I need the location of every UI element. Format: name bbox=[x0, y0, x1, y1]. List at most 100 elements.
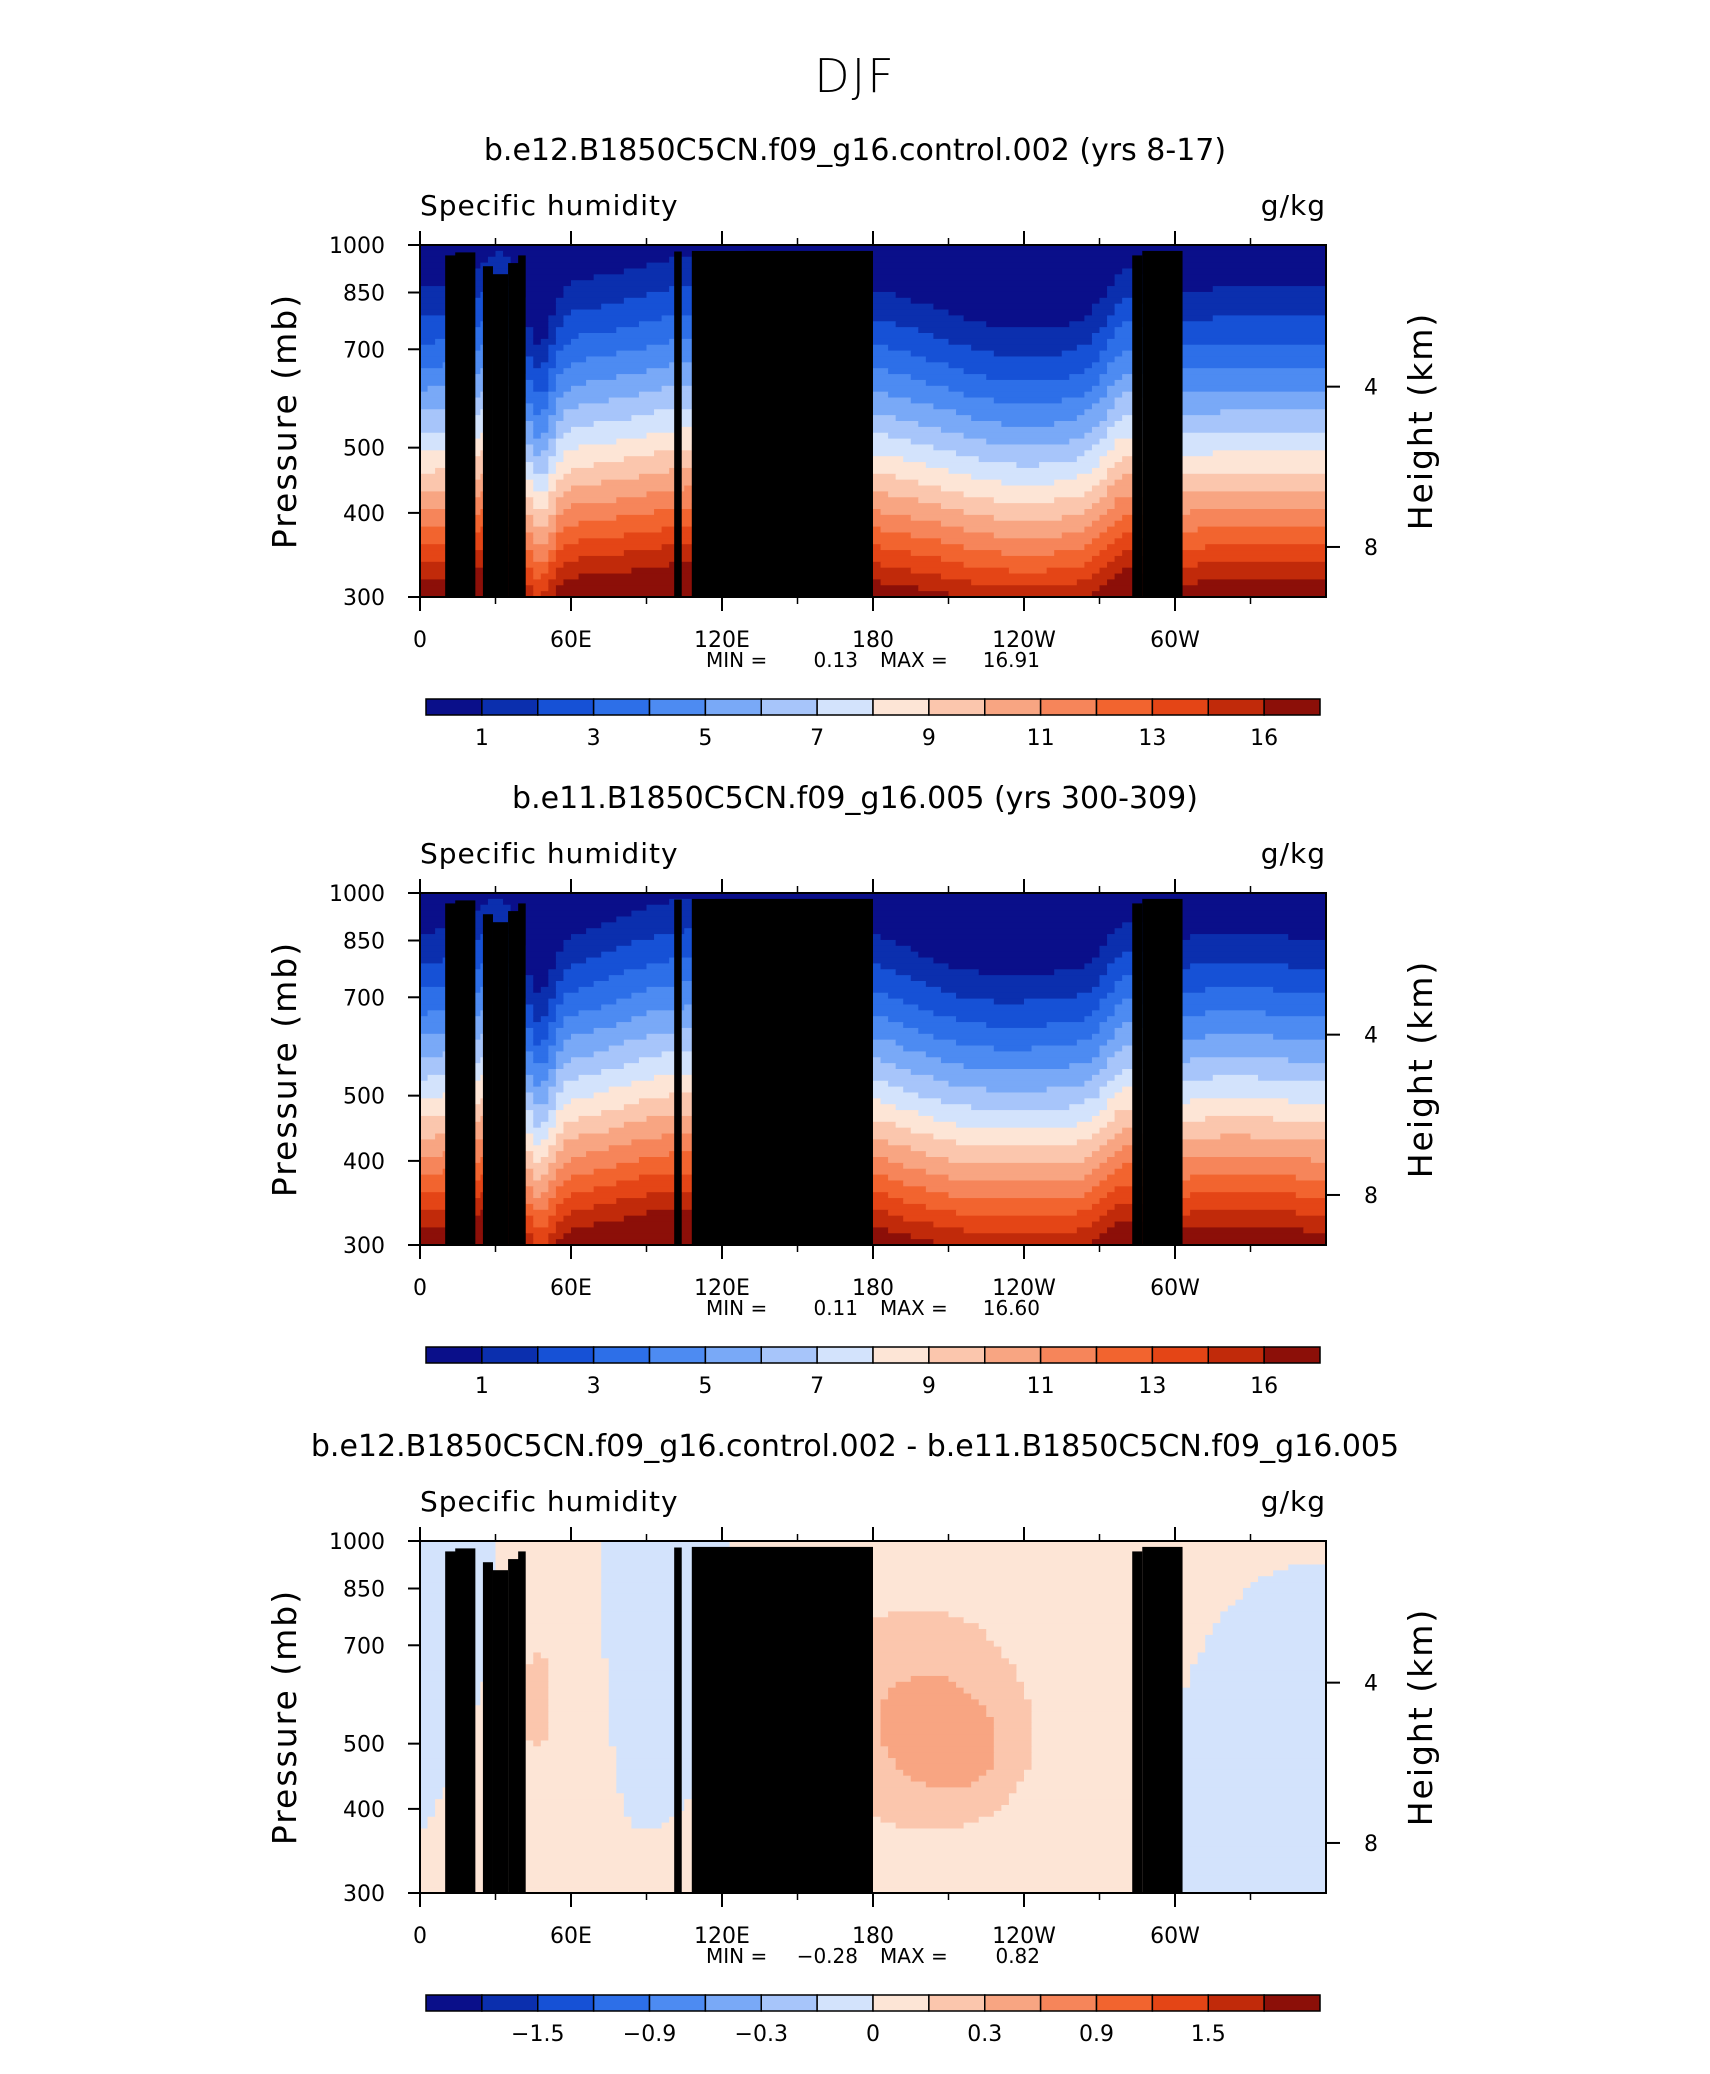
panel-title: b.e11.B1850C5CN.f09_g16.005 (yrs 300-309… bbox=[512, 781, 1198, 816]
contour-cell bbox=[533, 975, 549, 982]
contour-cell bbox=[1099, 356, 1116, 363]
contour-cell bbox=[1167, 1810, 1326, 1818]
contour-cell bbox=[487, 1646, 602, 1654]
contour-cell bbox=[948, 338, 1093, 346]
panel-3: b.e12.B1850C5CN.f09_g16.control.002 - b.… bbox=[265, 1429, 1440, 2047]
x-tick-label: 120E bbox=[694, 628, 750, 653]
contour-cell bbox=[1084, 1098, 1108, 1105]
contour-cell bbox=[1190, 1057, 1289, 1064]
colorbar-swatch bbox=[984, 1346, 1042, 1364]
y-tick-label: 700 bbox=[343, 1634, 385, 1659]
contour-cell bbox=[420, 1746, 466, 1753]
contour-cell bbox=[548, 1045, 565, 1052]
contour-cell bbox=[827, 916, 1326, 923]
contour-cell bbox=[548, 1198, 565, 1205]
contour-cell bbox=[895, 1681, 957, 1689]
contour-cell bbox=[1107, 1098, 1153, 1105]
contour-cell bbox=[1091, 1151, 1116, 1158]
contour-cell bbox=[1303, 1227, 1326, 1234]
contour-cell bbox=[571, 280, 708, 287]
contour-cell bbox=[1091, 333, 1116, 340]
contour-cell bbox=[548, 1705, 610, 1712]
contour-cell bbox=[533, 1139, 542, 1146]
contour-cell bbox=[533, 385, 549, 393]
contour-cell bbox=[1099, 350, 1123, 358]
contour-cell bbox=[495, 1623, 602, 1630]
contour-cell bbox=[548, 1734, 610, 1742]
contour-cell bbox=[910, 567, 1010, 575]
contour-cell bbox=[888, 1227, 965, 1234]
contour-cell bbox=[540, 1121, 557, 1129]
contour-cell bbox=[593, 1092, 670, 1099]
contour-cell bbox=[873, 1133, 934, 1140]
contour-cell bbox=[533, 426, 549, 434]
contour-cell bbox=[420, 1775, 451, 1783]
contour-cell bbox=[563, 1121, 625, 1129]
contour-cell bbox=[729, 1587, 1244, 1595]
contour-cell bbox=[555, 1010, 580, 1017]
contour-cell bbox=[525, 379, 534, 387]
contour-cell bbox=[880, 579, 972, 586]
contour-cell bbox=[903, 1215, 1101, 1223]
contour-cell bbox=[540, 1157, 557, 1164]
contour-cell bbox=[420, 1769, 451, 1777]
contour-cell bbox=[533, 1115, 549, 1123]
contour-cell bbox=[1265, 1010, 1326, 1017]
contour-cell bbox=[548, 473, 565, 481]
x-tick-label: 60W bbox=[1150, 1924, 1200, 1949]
contour-cell bbox=[1091, 362, 1108, 369]
contour-cell bbox=[540, 450, 557, 457]
contour-cell bbox=[525, 1687, 549, 1695]
contour-cell bbox=[525, 514, 534, 522]
contour-cell bbox=[1167, 579, 1199, 586]
contour-cell bbox=[548, 479, 557, 487]
contour-cell bbox=[903, 1769, 987, 1777]
contour-cell bbox=[842, 573, 942, 580]
contour-cell bbox=[525, 585, 534, 592]
max-label: MAX = bbox=[880, 648, 948, 672]
contour-cell bbox=[525, 1192, 534, 1199]
contour-cell bbox=[993, 1717, 1033, 1724]
contour-cell bbox=[548, 1004, 557, 1011]
contour-cell bbox=[548, 426, 557, 434]
colorbar-swatch bbox=[648, 1346, 707, 1364]
contour-cell bbox=[533, 1080, 542, 1088]
contour-cell bbox=[420, 1151, 444, 1158]
contour-cell bbox=[525, 981, 534, 988]
contour-cell bbox=[548, 438, 557, 446]
contour-cell bbox=[555, 467, 572, 475]
contour-cell bbox=[1091, 426, 1108, 434]
contour-cell bbox=[420, 573, 459, 580]
contour-cell bbox=[1137, 567, 1326, 575]
contour-cell bbox=[948, 963, 1085, 970]
contour-cell bbox=[525, 338, 534, 346]
contour-cell bbox=[420, 309, 459, 316]
contour-cell bbox=[1099, 514, 1123, 522]
contour-cell bbox=[525, 951, 557, 959]
colorbar-swatch bbox=[648, 1994, 707, 2012]
contour-cell bbox=[525, 432, 534, 440]
contour-cell bbox=[555, 963, 572, 970]
colorbar-swatch bbox=[592, 1994, 651, 2012]
colorbar-swatch bbox=[425, 1346, 483, 1364]
colorbar-swatch bbox=[928, 698, 986, 716]
contour-cell bbox=[533, 520, 549, 528]
contour-cell bbox=[933, 1033, 1093, 1041]
contour-cell bbox=[525, 1004, 534, 1011]
contour-cell bbox=[601, 1634, 731, 1642]
contour-cell bbox=[533, 591, 542, 597]
contour-cell bbox=[850, 1629, 987, 1636]
contour-cell bbox=[1107, 368, 1326, 375]
contour-cell bbox=[1167, 1834, 1326, 1841]
contour-cell bbox=[1197, 561, 1326, 569]
contour-cell bbox=[948, 1611, 1221, 1618]
contour-cell bbox=[548, 1069, 557, 1076]
contour-cell bbox=[1220, 409, 1326, 416]
min-label: MIN = bbox=[706, 1296, 767, 1320]
contour-cell bbox=[1031, 1699, 1184, 1706]
contour-cell bbox=[729, 1570, 1274, 1577]
contour-cell bbox=[956, 1039, 1078, 1047]
contour-cell bbox=[1099, 397, 1116, 404]
contour-cell bbox=[420, 1816, 429, 1824]
contour-cell bbox=[1099, 1162, 1123, 1170]
